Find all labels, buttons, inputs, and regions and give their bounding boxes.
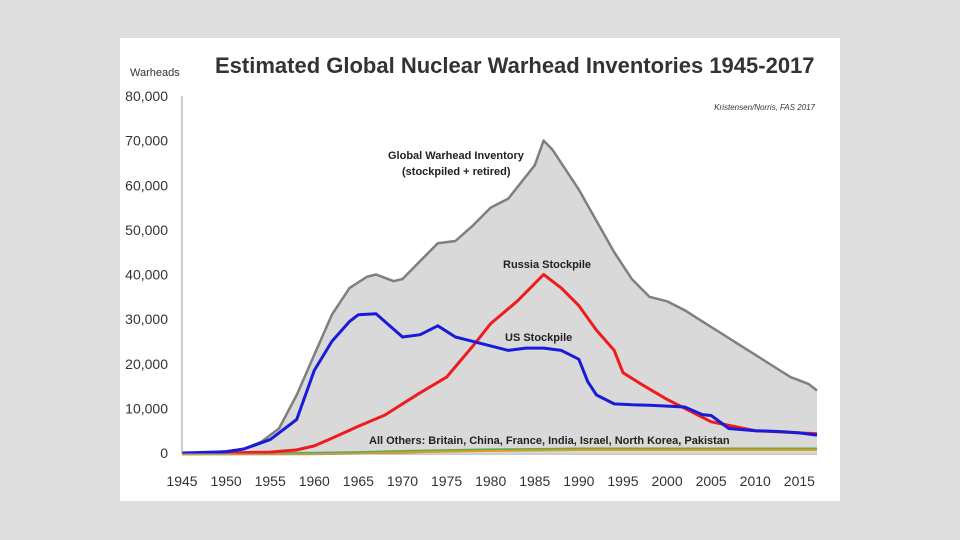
annotation-us: US Stockpile	[505, 332, 572, 344]
y-tick-label-60000: 60,000	[125, 177, 168, 193]
y-tick-label-30000: 30,000	[125, 311, 168, 327]
annotation-others: All Others: Britain, China, France, Indi…	[369, 435, 730, 447]
annotation-russia: Russia Stockpile	[503, 259, 591, 271]
series-line-russia-stockpile	[182, 273, 818, 455]
x-tick-label-2000: 2000	[651, 473, 682, 489]
chart-svg: Estimated Global Nuclear Warhead Invento…	[125, 53, 818, 489]
y-tick-label-10000: 10,000	[125, 400, 168, 416]
series-line-us-stockpile	[181, 312, 818, 455]
x-tick-labels: 1945 1950 1955 1960 1965 1970 1975 1980 1985 1990…	[166, 473, 815, 489]
x-tick-label-1980: 1980	[475, 473, 506, 489]
global-inventory-area	[182, 140, 817, 453]
y-axis-label: Warheads	[130, 67, 180, 79]
chart-slide: Estimated Global Nuclear Warhead Invento…	[120, 38, 840, 501]
chart-credit: Kristensen/Norris, FAS 2017	[714, 103, 815, 112]
x-tick-label-2005: 2005	[696, 473, 727, 489]
series-line-all-others-green	[181, 447, 817, 454]
plot-area	[181, 96, 818, 456]
y-tick-label-0: 0	[160, 445, 168, 461]
x-tick-label-2010: 2010	[740, 473, 771, 489]
annotation-global-line2: (stockpiled + retired)	[402, 166, 511, 178]
x-tick-label-1955: 1955	[255, 473, 286, 489]
chart-title: Estimated Global Nuclear Warhead Invento…	[215, 53, 815, 78]
x-tick-label-2015: 2015	[784, 473, 815, 489]
y-tick-label-70000: 70,000	[125, 133, 168, 149]
x-tick-label-1995: 1995	[607, 473, 638, 489]
x-tick-label-1960: 1960	[299, 473, 330, 489]
x-tick-label-1950: 1950	[211, 473, 242, 489]
annotation-global-line1: Global Warhead Inventory	[388, 150, 525, 162]
x-tick-label-1975: 1975	[431, 473, 462, 489]
x-tick-label-1970: 1970	[387, 473, 418, 489]
y-tick-labels: 0 10,000 20,000 30,000 40,000 50,000 60,000 70,…	[125, 88, 168, 461]
y-tick-label-80000: 80,000	[125, 88, 168, 104]
x-tick-label-1990: 1990	[563, 473, 594, 489]
y-tick-label-40000: 40,000	[125, 267, 168, 283]
x-tick-label-1985: 1985	[519, 473, 550, 489]
x-tick-label-1945: 1945	[166, 473, 197, 489]
y-tick-label-20000: 20,000	[125, 356, 168, 372]
x-tick-label-1965: 1965	[343, 473, 374, 489]
series-line-global-warhead-inventory	[181, 139, 818, 455]
y-tick-label-50000: 50,000	[125, 222, 168, 238]
